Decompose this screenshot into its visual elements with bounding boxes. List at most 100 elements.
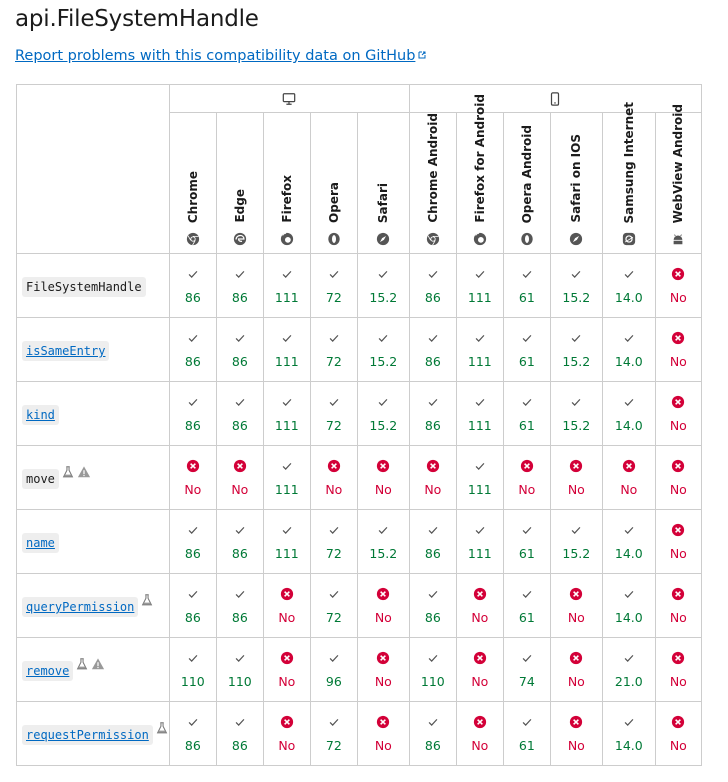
support-cell[interactable]: 110 bbox=[215, 637, 264, 702]
check-icon bbox=[426, 395, 440, 412]
feature-link[interactable]: name bbox=[22, 533, 59, 553]
support-cell[interactable]: No bbox=[356, 701, 410, 766]
support-cell[interactable]: No bbox=[654, 253, 702, 318]
feature-link[interactable]: requestPermission bbox=[22, 725, 153, 745]
support-cell[interactable]: 111 bbox=[262, 509, 311, 574]
feature-link[interactable]: isSameEntry bbox=[22, 341, 110, 361]
support-cell[interactable]: 72 bbox=[309, 573, 358, 638]
support-cell[interactable]: 86 bbox=[408, 253, 457, 318]
support-cell[interactable]: 61 bbox=[502, 701, 551, 766]
support-cell[interactable]: 111 bbox=[455, 445, 504, 510]
support-cell[interactable]: No bbox=[601, 445, 656, 510]
support-cell[interactable]: 86 bbox=[408, 509, 457, 574]
feature-link[interactable]: remove bbox=[22, 661, 74, 681]
support-cell[interactable]: 72 bbox=[309, 317, 358, 382]
support-cell[interactable]: 74 bbox=[502, 637, 551, 702]
support-cell[interactable]: No bbox=[215, 445, 264, 510]
support-cell[interactable]: 14.0 bbox=[601, 573, 656, 638]
support-cell[interactable]: 15.2 bbox=[549, 509, 603, 574]
support-cell[interactable]: 15.2 bbox=[549, 381, 603, 446]
support-cell[interactable]: 21.0 bbox=[601, 637, 656, 702]
support-cell[interactable]: 61 bbox=[502, 573, 551, 638]
support-cell[interactable]: No bbox=[309, 445, 358, 510]
support-cell[interactable]: No bbox=[549, 573, 603, 638]
support-cell[interactable]: 15.2 bbox=[356, 253, 410, 318]
support-cell[interactable]: 86 bbox=[168, 381, 217, 446]
support-cell[interactable]: No bbox=[262, 701, 311, 766]
support-cell[interactable]: No bbox=[168, 445, 217, 510]
support-cell[interactable]: 86 bbox=[408, 381, 457, 446]
support-cell[interactable]: No bbox=[549, 445, 603, 510]
support-cell[interactable]: 14.0 bbox=[601, 253, 656, 318]
support-cell[interactable]: 15.2 bbox=[356, 509, 410, 574]
support-cell[interactable]: 86 bbox=[215, 381, 264, 446]
browser-header: Chrome Android bbox=[408, 112, 457, 254]
support-cell[interactable]: 86 bbox=[168, 317, 217, 382]
support-cell[interactable]: 111 bbox=[455, 253, 504, 318]
support-cell[interactable]: 96 bbox=[309, 637, 358, 702]
support-cell[interactable]: No bbox=[455, 573, 504, 638]
support-cell[interactable]: 14.0 bbox=[601, 317, 656, 382]
support-cell[interactable]: 110 bbox=[408, 637, 457, 702]
support-cell[interactable]: 86 bbox=[408, 573, 457, 638]
support-cell[interactable]: No bbox=[549, 637, 603, 702]
browser-name: Opera Android bbox=[519, 124, 534, 223]
support-cell[interactable]: No bbox=[356, 445, 410, 510]
support-cell[interactable]: 86 bbox=[168, 509, 217, 574]
support-cell[interactable]: 111 bbox=[262, 381, 311, 446]
support-cell[interactable]: 110 bbox=[168, 637, 217, 702]
support-cell[interactable]: 111 bbox=[455, 509, 504, 574]
support-cell[interactable]: No bbox=[549, 701, 603, 766]
support-cell[interactable]: 86 bbox=[408, 701, 457, 766]
support-cell[interactable]: No bbox=[356, 573, 410, 638]
support-cell[interactable]: 15.2 bbox=[549, 317, 603, 382]
support-cell[interactable]: 86 bbox=[168, 573, 217, 638]
support-cell[interactable]: No bbox=[502, 445, 551, 510]
support-cell[interactable]: No bbox=[654, 573, 702, 638]
support-cell[interactable]: 86 bbox=[168, 253, 217, 318]
support-cell[interactable]: 86 bbox=[408, 317, 457, 382]
support-cell[interactable]: 15.2 bbox=[356, 381, 410, 446]
support-cell[interactable]: 86 bbox=[215, 253, 264, 318]
support-cell[interactable]: 15.2 bbox=[356, 317, 410, 382]
support-cell[interactable]: 14.0 bbox=[601, 509, 656, 574]
support-cell[interactable]: 86 bbox=[215, 509, 264, 574]
support-cell[interactable]: No bbox=[455, 701, 504, 766]
report-problems-link[interactable]: Report problems with this compatibility … bbox=[15, 48, 426, 64]
support-cell[interactable]: 61 bbox=[502, 509, 551, 574]
support-cell[interactable]: 72 bbox=[309, 253, 358, 318]
support-cell[interactable]: 86 bbox=[168, 701, 217, 766]
support-cell[interactable]: 72 bbox=[309, 701, 358, 766]
support-cell[interactable]: 86 bbox=[215, 317, 264, 382]
support-cell[interactable]: No bbox=[408, 445, 457, 510]
support-cell[interactable]: No bbox=[262, 637, 311, 702]
support-cell[interactable]: No bbox=[262, 573, 311, 638]
support-cell[interactable]: 86 bbox=[215, 573, 264, 638]
support-cell[interactable]: 14.0 bbox=[601, 701, 656, 766]
support-cell[interactable]: 72 bbox=[309, 381, 358, 446]
support-cell[interactable]: 86 bbox=[215, 701, 264, 766]
feature-link[interactable]: kind bbox=[22, 405, 59, 425]
support-cell[interactable]: 61 bbox=[502, 317, 551, 382]
support-cell[interactable]: No bbox=[654, 317, 702, 382]
support-cell[interactable]: 72 bbox=[309, 509, 358, 574]
support-cell[interactable]: No bbox=[654, 701, 702, 766]
support-cell[interactable]: No bbox=[455, 637, 504, 702]
feature-link[interactable]: queryPermission bbox=[22, 597, 139, 617]
support-version: No bbox=[424, 482, 442, 497]
support-cell[interactable]: 111 bbox=[262, 253, 311, 318]
support-cell[interactable]: No bbox=[654, 637, 702, 702]
support-cell[interactable]: 111 bbox=[262, 445, 311, 510]
support-cell[interactable]: No bbox=[654, 509, 702, 574]
support-cell[interactable]: 61 bbox=[502, 381, 551, 446]
support-cell[interactable]: No bbox=[654, 445, 702, 510]
support-cell[interactable]: 61 bbox=[502, 253, 551, 318]
support-cell[interactable]: No bbox=[654, 381, 702, 446]
support-cell[interactable]: 111 bbox=[262, 317, 311, 382]
support-cell[interactable]: 15.2 bbox=[549, 253, 603, 318]
support-cell[interactable]: No bbox=[356, 637, 410, 702]
support-cell[interactable]: 111 bbox=[455, 317, 504, 382]
support-cell[interactable]: 111 bbox=[455, 381, 504, 446]
check-icon bbox=[186, 331, 200, 348]
support-cell[interactable]: 14.0 bbox=[601, 381, 656, 446]
